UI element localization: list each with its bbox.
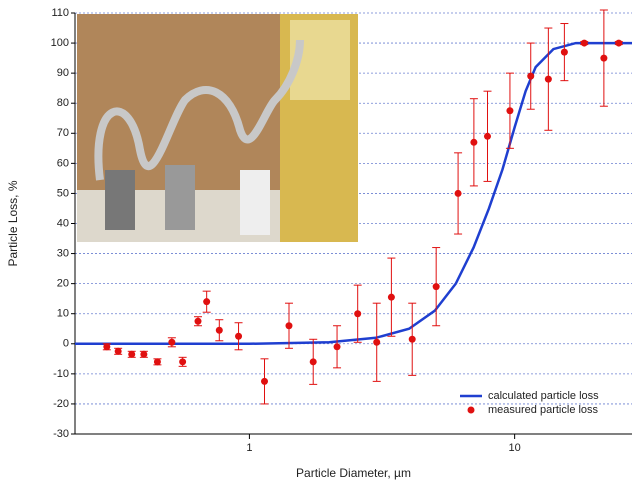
y-tick-label: 60 bbox=[57, 157, 69, 169]
y-tick-label: 100 bbox=[51, 37, 69, 49]
data-point bbox=[261, 377, 269, 385]
data-point bbox=[544, 75, 552, 83]
data-point bbox=[615, 39, 623, 47]
data-point bbox=[309, 358, 317, 366]
data-point bbox=[408, 335, 416, 343]
y-tick-label: -30 bbox=[53, 428, 69, 440]
y-tick-label: 20 bbox=[57, 278, 69, 290]
y-tick-label: 80 bbox=[57, 97, 69, 109]
y-tick-label: -20 bbox=[53, 398, 69, 410]
data-point bbox=[387, 293, 395, 301]
data-point bbox=[203, 298, 211, 306]
y-tick-label: 10 bbox=[57, 308, 69, 320]
data-point bbox=[373, 338, 381, 346]
y-tick-label: 50 bbox=[57, 187, 69, 199]
y-tick-label: -10 bbox=[53, 368, 69, 380]
data-point bbox=[432, 283, 440, 291]
data-point bbox=[128, 350, 136, 358]
x-axis-label: Particle Diameter, µm bbox=[296, 466, 411, 480]
data-point bbox=[114, 347, 122, 355]
data-point bbox=[103, 343, 111, 351]
data-point bbox=[215, 326, 223, 334]
y-axis-label: Particle Loss, % bbox=[6, 180, 20, 266]
x-tick-label: 10 bbox=[509, 442, 521, 454]
data-point bbox=[454, 189, 462, 197]
y-tick-label: 70 bbox=[57, 127, 69, 139]
data-point bbox=[285, 322, 293, 330]
legend-label: measured particle loss bbox=[488, 404, 599, 416]
data-point bbox=[506, 107, 514, 115]
y-tick-label: 0 bbox=[63, 338, 69, 350]
legend-swatch bbox=[467, 406, 475, 414]
y-tick-label: 30 bbox=[57, 247, 69, 259]
data-point bbox=[168, 338, 176, 346]
y-tick-label: 110 bbox=[51, 7, 69, 19]
y-tick-label: 40 bbox=[57, 217, 69, 229]
data-point bbox=[153, 358, 161, 366]
photo-inset bbox=[77, 14, 358, 242]
data-point bbox=[235, 332, 243, 340]
data-point bbox=[560, 48, 568, 56]
data-point bbox=[527, 72, 535, 80]
data-point bbox=[470, 138, 478, 146]
data-point bbox=[333, 343, 341, 351]
data-point bbox=[194, 317, 202, 325]
data-point bbox=[140, 350, 148, 358]
data-point bbox=[179, 358, 187, 366]
data-point bbox=[580, 39, 588, 47]
data-point bbox=[483, 132, 491, 140]
legend-label: calculated particle loss bbox=[488, 390, 599, 402]
calculated-line bbox=[75, 41, 632, 346]
data-point bbox=[600, 54, 608, 62]
y-tick-label: 90 bbox=[57, 67, 69, 79]
x-tick-label: 1 bbox=[246, 442, 252, 454]
data-point bbox=[354, 310, 362, 318]
